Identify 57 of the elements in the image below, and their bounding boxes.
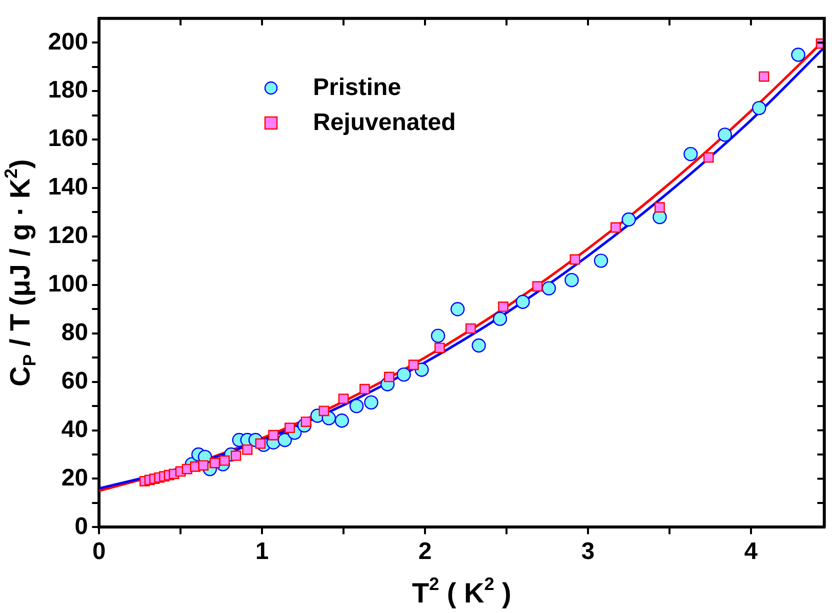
point	[465, 323, 476, 334]
point	[278, 432, 292, 448]
legend-label: Pristine	[313, 74, 402, 102]
legend-label: Rejuvenated	[313, 109, 456, 138]
y-tick-label: 120	[48, 222, 88, 250]
point	[472, 338, 486, 353]
point	[396, 367, 411, 382]
point	[570, 254, 580, 265]
point	[210, 458, 220, 468]
point	[718, 128, 732, 142]
point	[758, 71, 770, 82]
x-tick-label: 0	[92, 538, 106, 566]
point	[219, 455, 230, 466]
y-tick-label: 0	[74, 512, 88, 540]
point	[542, 281, 556, 296]
y-tick-label: 100	[48, 270, 88, 298]
point	[594, 254, 608, 268]
point	[516, 294, 530, 309]
y-tick-label: 80	[61, 318, 88, 346]
point	[791, 48, 806, 62]
y-tick-label: 40	[61, 416, 88, 443]
point	[654, 202, 665, 213]
point	[532, 281, 543, 292]
point	[349, 398, 364, 414]
y-tick-label: 140	[48, 174, 88, 201]
point	[242, 444, 253, 455]
point	[492, 312, 508, 326]
point	[230, 450, 242, 461]
point	[703, 152, 714, 163]
x-tick-label: 4	[744, 538, 758, 566]
y-tick-label: 60	[61, 367, 88, 394]
point	[318, 406, 330, 416]
y-axis-title: CP / T (μJ / g · K2)	[1, 159, 40, 386]
point	[364, 395, 378, 410]
y-tick-label: 20	[61, 464, 88, 492]
point	[684, 146, 698, 162]
y-tick-label: 180	[48, 76, 88, 104]
point	[450, 302, 465, 316]
point	[752, 100, 766, 116]
point	[564, 272, 579, 288]
point	[434, 342, 445, 354]
x-tick-label: 2	[418, 538, 432, 566]
point	[408, 360, 419, 370]
point	[610, 222, 621, 233]
y-tick-label: 200	[48, 28, 88, 56]
point	[338, 394, 349, 404]
point	[334, 413, 349, 428]
point	[384, 372, 394, 382]
point	[360, 384, 370, 394]
point	[198, 460, 209, 471]
x-tick-label: 3	[581, 538, 595, 566]
point	[430, 328, 446, 343]
point	[622, 212, 636, 227]
x-tick-label: 1	[255, 538, 269, 566]
point	[498, 302, 508, 312]
point	[268, 430, 279, 440]
y-tick-label: 160	[48, 125, 88, 152]
